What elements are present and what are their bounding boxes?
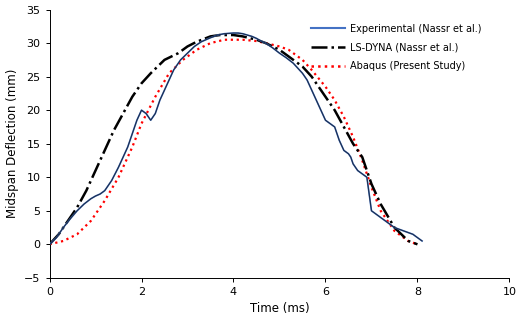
Legend: Experimental (Nassr et al.), LS-DYNA (Nassr et al.), Abaqus (Present Study): Experimental (Nassr et al.), LS-DYNA (Na…	[307, 20, 485, 75]
Y-axis label: Midspan Deflection (mm): Midspan Deflection (mm)	[6, 69, 19, 218]
X-axis label: Time (ms): Time (ms)	[250, 302, 310, 316]
